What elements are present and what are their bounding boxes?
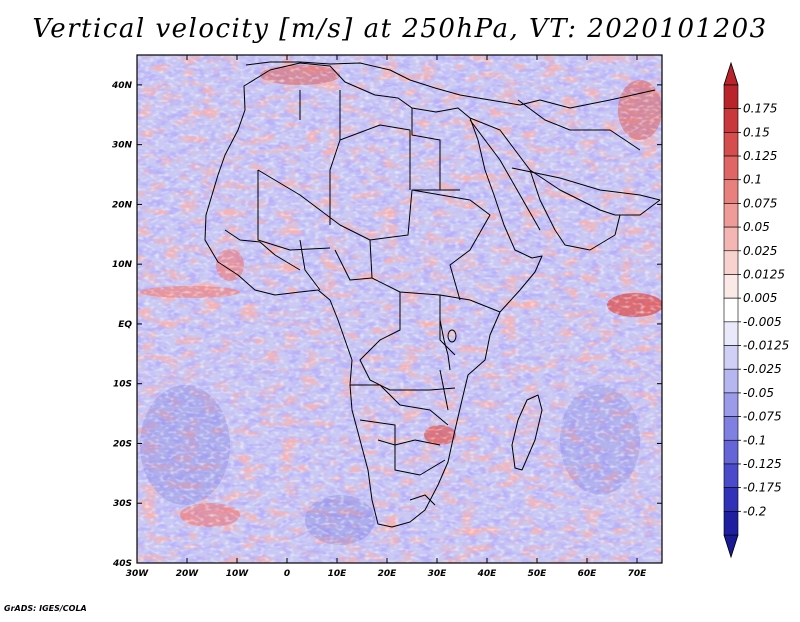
lon-label: 70E [628, 569, 648, 579]
colorbar-label: 0.025 [743, 244, 777, 258]
colorbar-label: 0.15 [743, 125, 770, 139]
colorbar-label: -0.2 [743, 504, 766, 518]
colorbar-swatch [723, 274, 739, 299]
colorbar-label: -0.05 [743, 386, 774, 400]
longitude-axis: 30W 20W 10W 0 10E 20E 30E 40E 50E 60E 70E [126, 55, 647, 579]
colorbar-label: -0.1 [743, 433, 766, 447]
lon-label: 40E [477, 569, 498, 579]
lon-label: 50E [528, 569, 548, 579]
colorbar-swatch [723, 179, 739, 204]
colorbar-max-arrow [723, 61, 739, 86]
colorbar-swatch [723, 511, 739, 536]
lon-label: 20W [176, 569, 200, 579]
lat-label: 10S [113, 380, 132, 390]
colorbar-swatch [723, 416, 739, 441]
lat-label: 20S [113, 439, 132, 449]
lon-label: 60E [578, 569, 598, 579]
colorbar-label: 0.0125 [743, 267, 785, 281]
lat-label: 30S [113, 499, 132, 509]
colorbar-swatch [723, 84, 739, 109]
grads-credit: GrADS: IGES/COLA [4, 604, 87, 613]
velocity-field [137, 55, 662, 563]
colorbar-label: -0.0125 [743, 339, 789, 353]
colorbar-swatch [723, 132, 739, 157]
colorbar-swatch [723, 155, 739, 181]
lon-label: 0 [284, 569, 290, 579]
colorbar-swatch [723, 250, 739, 275]
colorbar-min-arrow [723, 534, 739, 559]
colorbar-swatch [723, 226, 739, 252]
chart-title: Vertical velocity [m/s] at 250hPa, VT: 2… [32, 14, 768, 44]
lon-label: 20E [378, 569, 398, 579]
colorbar-label: 0.1 [743, 173, 762, 187]
colorbar-swatch [723, 487, 739, 512]
colorbar-swatch [723, 345, 739, 370]
colorbar-label: 0.05 [743, 220, 770, 234]
lat-label: EQ [118, 320, 132, 330]
lat-label: 20N [112, 200, 133, 210]
coastlines [204, 61, 661, 528]
colorbar-swatch [723, 321, 739, 346]
colorbar-swatch [723, 108, 739, 133]
colorbar-label: 0.175 [743, 102, 777, 116]
colorbar-swatch [723, 392, 739, 417]
colorbar-swatch [723, 203, 739, 228]
colorbar-swatch [723, 297, 739, 323]
plot-frame [136, 54, 663, 564]
colorbar-label: -0.125 [743, 457, 782, 471]
colorbar-swatch [723, 368, 739, 394]
lon-label: 30W [126, 569, 150, 579]
lon-label: 30E [428, 569, 448, 579]
colorbar-label: 0.075 [743, 196, 777, 210]
colorbar-swatch [723, 463, 739, 488]
lon-label: 10W [226, 569, 250, 579]
colorbar-swatch [723, 439, 739, 465]
lon-label: 10E [328, 569, 348, 579]
colorbar-label: -0.025 [743, 362, 782, 376]
latitude-axis: 40N 30N 20N 10N EQ 10S 20S 30S 40S [111, 81, 662, 569]
lat-label: 40S [112, 559, 132, 569]
colorbar-label: -0.175 [743, 481, 782, 495]
lat-label: 40N [111, 81, 133, 91]
colorbar-label: 0.125 [743, 149, 777, 163]
colorbar-label: -0.075 [743, 410, 782, 424]
colorbar: 0.175 0.15 0.125 0.1 0.075 0.05 0.025 0.0125 0.0… [723, 61, 789, 559]
colorbar-label: 0.005 [743, 291, 777, 305]
colorbar-label: -0.005 [743, 315, 782, 329]
lat-label: 10N [112, 260, 133, 270]
lat-label: 30N [112, 141, 133, 151]
